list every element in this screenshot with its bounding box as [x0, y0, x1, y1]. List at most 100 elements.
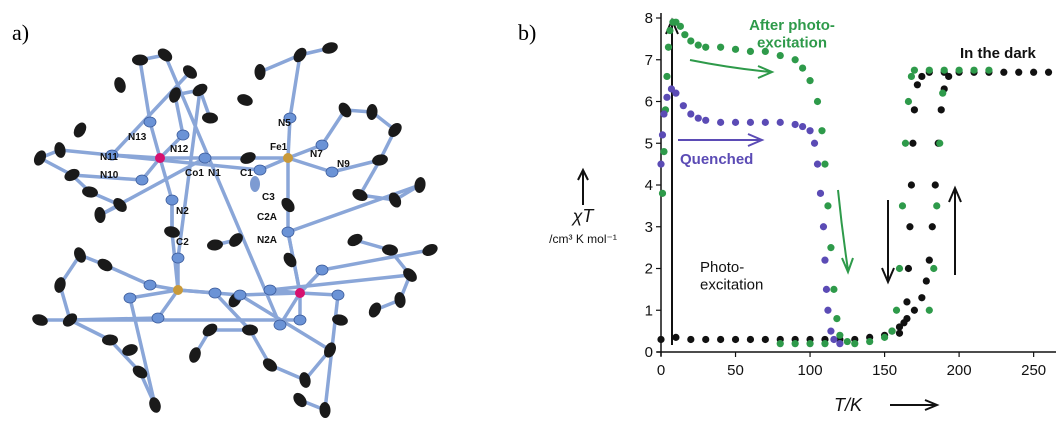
data-point [776, 51, 784, 60]
carbon-atom [97, 258, 113, 272]
carbon-atom [254, 64, 266, 80]
data-point [1000, 68, 1008, 76]
nitrogen-atom [135, 174, 149, 186]
data-point [910, 66, 918, 74]
data-point [955, 66, 963, 74]
carbon-atom [32, 314, 48, 326]
bond [259, 53, 301, 74]
carbon-atom [414, 177, 426, 193]
data-point [904, 264, 913, 273]
data-point [813, 160, 822, 168]
nitrogen-atom [171, 252, 185, 264]
data-point [866, 337, 874, 346]
data-point [909, 139, 917, 147]
bond [358, 159, 382, 196]
bond [213, 291, 252, 332]
atom-label: C2A [257, 212, 277, 223]
data-point [940, 66, 948, 74]
nitrogen-atom [293, 314, 307, 326]
data-point [660, 110, 668, 118]
data-point [985, 66, 993, 74]
data-point [824, 306, 832, 314]
atom-label: C2 [176, 237, 189, 248]
carbon-atom [250, 176, 260, 192]
carbon-atom [113, 198, 127, 212]
carbon-atom [54, 142, 66, 158]
nitrogen-atom [233, 289, 247, 301]
nitrogen-atom [253, 164, 267, 176]
data-point [836, 331, 844, 339]
nitrogen-atom [315, 264, 329, 276]
bond [320, 109, 347, 146]
data-point [664, 43, 673, 51]
data-point [822, 285, 831, 293]
data-point [930, 264, 938, 273]
atom-label: Fe1 [270, 142, 288, 153]
data-point [806, 77, 814, 85]
data-point [791, 120, 799, 129]
data-point [931, 181, 939, 189]
carbon-atom [352, 188, 368, 202]
series-label: In the dark [960, 45, 1037, 62]
atom-label: N12 [170, 144, 189, 155]
x-tick-label: 100 [798, 362, 823, 379]
data-point [806, 340, 814, 348]
data-point [900, 319, 908, 327]
data-point [925, 66, 933, 74]
data-point [687, 335, 695, 344]
carbon-atom [394, 292, 406, 308]
carbon-atom [189, 347, 201, 363]
data-point [799, 122, 807, 131]
data-point [717, 43, 725, 51]
nitrogen-atom [283, 112, 297, 124]
data-point [761, 47, 769, 56]
atom-label: N2 [176, 206, 189, 217]
data-point [666, 26, 674, 35]
data-point [663, 93, 671, 101]
data-point [901, 139, 910, 147]
nitrogen-atom [273, 319, 287, 331]
bond [176, 89, 202, 259]
carbon-atom [102, 334, 118, 346]
data-point [925, 256, 933, 264]
data-point [903, 298, 911, 306]
data-point [731, 45, 740, 53]
carbon-atom [372, 154, 388, 166]
carbon-atom [202, 112, 218, 124]
data-point [657, 335, 665, 344]
carbon-atom [73, 122, 87, 138]
data-point [819, 223, 828, 231]
nitrogen-atom [325, 166, 339, 178]
data-point [821, 160, 829, 168]
bond [129, 288, 179, 300]
data-point [776, 340, 784, 348]
carbon-atom [114, 77, 126, 93]
bond [287, 183, 421, 234]
data-point [672, 333, 680, 341]
carbon-atom [64, 168, 80, 182]
bond [287, 156, 333, 174]
data-point [816, 189, 825, 197]
data-point [687, 110, 695, 118]
data-point [806, 127, 814, 135]
carbon-atom [82, 186, 98, 198]
bond [163, 54, 282, 326]
bond [128, 297, 157, 406]
data-point [679, 102, 687, 110]
data-point [1044, 68, 1053, 76]
data-point [791, 340, 799, 348]
atom-label: N10 [100, 170, 119, 181]
carbon-atom [54, 277, 66, 293]
atom-label: N11 [100, 152, 118, 163]
carbon-atom [132, 54, 148, 66]
atom-label: N1 [208, 168, 221, 179]
data-point [913, 81, 921, 89]
carbon-atom [169, 87, 181, 103]
data-point [746, 335, 755, 344]
carbon-atom [132, 365, 148, 379]
series-label: Quenched [680, 151, 753, 168]
data-point [851, 340, 859, 348]
data-point [776, 118, 784, 126]
y-tick-label: 6 [645, 94, 653, 111]
carbon-atom [366, 104, 378, 120]
